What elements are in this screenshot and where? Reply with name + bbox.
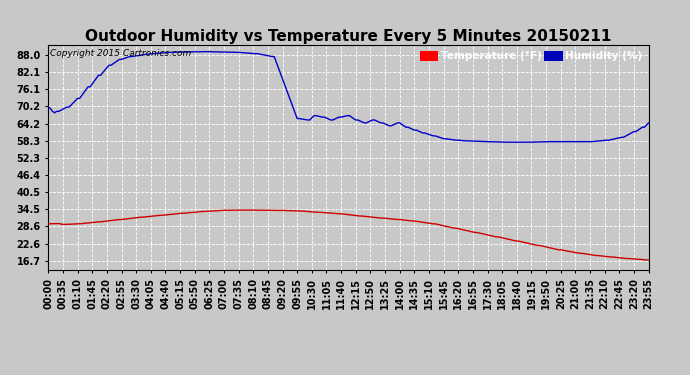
Legend: Temperature (°F), Humidity (%): Temperature (°F), Humidity (%) (419, 50, 643, 63)
Text: Copyright 2015 Cartronics.com: Copyright 2015 Cartronics.com (50, 50, 190, 58)
Title: Outdoor Humidity vs Temperature Every 5 Minutes 20150211: Outdoor Humidity vs Temperature Every 5 … (86, 29, 611, 44)
